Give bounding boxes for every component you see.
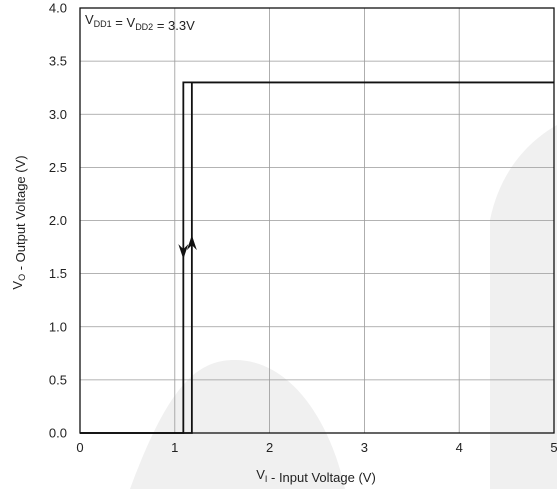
y-tick-label: 4.0 — [49, 1, 67, 16]
x-axis-label: VI - Input Voltage (V) — [256, 467, 376, 485]
series-line-falling — [80, 81, 554, 434]
grid-lines — [80, 8, 554, 433]
y-tick-label: 2.5 — [49, 160, 67, 175]
y-tick-label: 3.5 — [49, 54, 67, 69]
supply-voltage-annotation: VDD1 = VDD2 = 3.3V — [85, 12, 195, 33]
x-tick-label: 4 — [456, 440, 463, 455]
y-tick-label: 1.5 — [49, 266, 67, 281]
y-tick-label: 3.0 — [49, 107, 67, 122]
x-tick-labels: 0 1 2 3 4 5 — [76, 440, 557, 455]
y-tick-label: 0.5 — [49, 372, 67, 387]
data-series — [80, 81, 554, 434]
x-tick-label: 2 — [266, 440, 273, 455]
y-tick-label: 1.0 — [49, 319, 67, 334]
arrow-down-icon — [178, 244, 189, 260]
y-tick-label: 2.0 — [49, 213, 67, 228]
background-watermark — [130, 125, 557, 489]
y-tick-label: 0.0 — [49, 426, 67, 441]
arrow-up-icon — [186, 235, 197, 251]
watermark-shape — [490, 125, 557, 489]
y-axis-label: VO - Output Voltage (V) — [10, 155, 28, 289]
x-tick-label: 1 — [171, 440, 178, 455]
y-tick-labels: 0.0 0.5 1.0 1.5 2.0 2.5 3.0 3.5 4.0 — [49, 1, 67, 441]
x-tick-label: 5 — [550, 440, 557, 455]
plot-frame — [79, 7, 555, 434]
x-tick-label: 0 — [76, 440, 83, 455]
x-tick-label: 3 — [361, 440, 368, 455]
series-line-rising — [80, 81, 554, 434]
